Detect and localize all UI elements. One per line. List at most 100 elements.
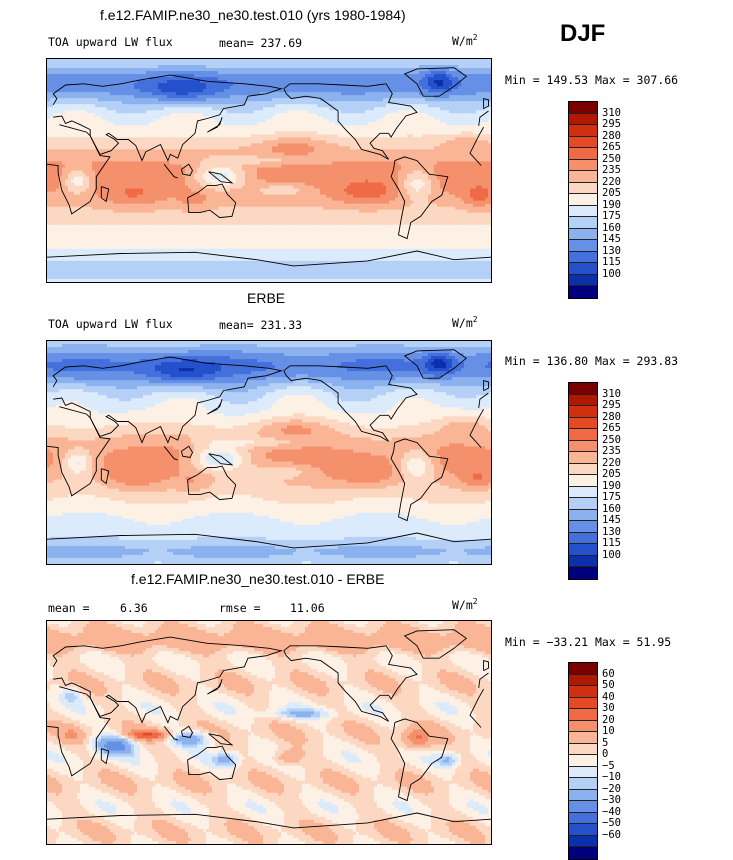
colorbar-swatch — [569, 663, 597, 675]
colorbar-tick-label: 220 — [602, 176, 621, 188]
panel-2-unit: W/m2 — [452, 315, 478, 330]
coastline — [163, 726, 178, 741]
colorbar-tick-label: 265 — [602, 422, 621, 434]
colorbar-tick-label: −50 — [602, 817, 621, 829]
colorbar-swatch — [569, 835, 597, 847]
colorbar-swatch — [569, 544, 597, 556]
colorbar-swatch — [569, 509, 597, 521]
panel-2-mean: mean= 231.33 — [219, 318, 302, 332]
colorbar-swatch — [569, 674, 597, 686]
coastline — [208, 733, 234, 746]
colorbar-swatch — [569, 125, 597, 137]
colorbar-swatch — [569, 720, 597, 732]
colorbar-swatch — [569, 136, 597, 148]
coastline — [180, 445, 194, 459]
colorbar-swatch — [569, 148, 597, 160]
colorbar-swatch — [569, 263, 597, 275]
colorbar-tick-label: −10 — [602, 771, 621, 783]
colorbar-tick-label: 265 — [602, 141, 621, 153]
colorbar-swatch — [569, 429, 597, 441]
colorbar-tick-label: −30 — [602, 794, 621, 806]
colorbar-swatch — [569, 766, 597, 778]
coastline — [163, 164, 178, 179]
coastline — [469, 126, 484, 166]
colorbar-tick-label: 205 — [602, 468, 621, 480]
season-label: DJF — [560, 20, 605, 48]
colorbar-swatch — [569, 475, 597, 487]
coastline — [390, 156, 449, 240]
colorbar-tick-label: 175 — [602, 210, 621, 222]
colorbar-tick-label: −20 — [602, 783, 621, 795]
coastline — [478, 672, 489, 688]
coastline — [52, 74, 284, 162]
colorbar-swatch — [569, 440, 597, 452]
colorbar-tick-label: 190 — [602, 480, 621, 492]
colorbar-swatch — [569, 778, 597, 790]
colorbar-swatch — [569, 555, 597, 567]
coastline — [187, 183, 237, 219]
coastline — [207, 399, 223, 415]
panel-3-minmax: Min = −33.21 Max = 51.95 — [505, 635, 671, 649]
colorbar-tick-label: 10 — [602, 725, 615, 737]
coastline — [100, 186, 110, 203]
colorbar-tick-label: 310 — [602, 107, 621, 119]
colorbar-tick-label: 310 — [602, 388, 621, 400]
panel-3-colorbar — [568, 662, 598, 860]
coastline — [403, 629, 468, 659]
colorbar-swatch — [569, 394, 597, 406]
colorbar-tick-label: 295 — [602, 118, 621, 130]
coastline — [100, 468, 110, 485]
panel-2-minmax: Min = 136.80 Max = 293.83 — [505, 354, 678, 368]
coastline — [100, 748, 110, 765]
colorbar-swatch — [569, 406, 597, 418]
coastline — [283, 83, 418, 160]
panel-1-unit: W/m2 — [452, 33, 478, 48]
colorbar-swatch — [569, 217, 597, 229]
colorbar-swatch — [569, 498, 597, 510]
colorbar-tick-label: 175 — [602, 491, 621, 503]
colorbar-tick-label: 250 — [602, 434, 621, 446]
colorbar-tick-label: 20 — [602, 714, 615, 726]
colorbar-swatch — [569, 274, 597, 286]
coastline — [478, 110, 489, 126]
coastline — [52, 636, 284, 724]
coastline — [187, 465, 237, 501]
panel-2-colorbar — [568, 382, 598, 580]
panel-1-field-label: TOA upward LW flux — [48, 35, 173, 49]
colorbar-tick-label: 100 — [602, 268, 621, 280]
colorbar-tick-label: 50 — [602, 679, 615, 691]
colorbar-swatch — [569, 159, 597, 171]
colorbar-swatch — [569, 452, 597, 464]
colorbar-swatch — [569, 812, 597, 824]
colorbar-tick-label: 40 — [602, 691, 615, 703]
coastline — [47, 532, 491, 549]
colorbar-swatch — [569, 521, 597, 533]
colorbar-swatch — [569, 567, 597, 579]
colorbar-tick-label: 115 — [602, 256, 621, 268]
colorbar-tick-label: 280 — [602, 130, 621, 142]
colorbar-swatch — [569, 486, 597, 498]
coastline — [163, 446, 178, 461]
colorbar-swatch — [569, 463, 597, 475]
colorbar-tick-label: 130 — [602, 526, 621, 538]
colorbar-tick-label: 160 — [602, 222, 621, 234]
colorbar-tick-label: 205 — [602, 187, 621, 199]
colorbar-swatch — [569, 102, 597, 114]
colorbar-swatch — [569, 743, 597, 755]
coastline — [52, 356, 284, 444]
colorbar-swatch — [569, 532, 597, 544]
colorbar-tick-label: 295 — [602, 399, 621, 411]
coastline — [483, 380, 489, 392]
colorbar-swatch — [569, 113, 597, 125]
panel-1-map — [46, 58, 492, 283]
colorbar-swatch — [569, 755, 597, 767]
coastline — [403, 349, 468, 379]
colorbar-swatch — [569, 697, 597, 709]
colorbar-swatch — [569, 417, 597, 429]
colorbar-tick-label: −5 — [602, 760, 615, 772]
colorbar-swatch — [569, 383, 597, 395]
panel-2-map — [46, 340, 492, 565]
coastline — [469, 408, 484, 448]
coastline — [47, 250, 491, 267]
colorbar-tick-label: 5 — [602, 737, 608, 749]
